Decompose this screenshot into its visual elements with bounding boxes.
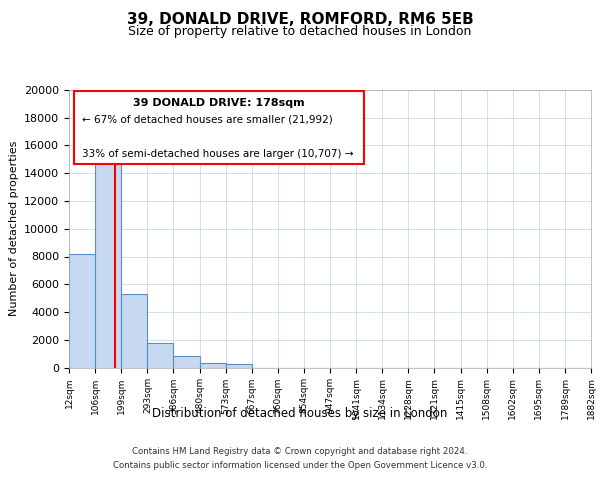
- Text: 39 DONALD DRIVE: 178sqm: 39 DONALD DRIVE: 178sqm: [133, 98, 305, 108]
- Bar: [95, 138, 121, 368]
- Text: 39, DONALD DRIVE, ROMFORD, RM6 5EB: 39, DONALD DRIVE, ROMFORD, RM6 5EB: [127, 12, 473, 28]
- Text: Contains HM Land Registry data © Crown copyright and database right 2024.: Contains HM Land Registry data © Crown c…: [132, 448, 468, 456]
- Text: ← 67% of detached houses are smaller (21,992): ← 67% of detached houses are smaller (21…: [82, 114, 333, 124]
- Bar: [148, 343, 173, 367]
- Bar: [200, 364, 226, 368]
- Bar: [173, 356, 200, 368]
- Bar: [69, 254, 95, 368]
- Text: Contains public sector information licensed under the Open Government Licence v3: Contains public sector information licen…: [113, 461, 487, 470]
- Y-axis label: Number of detached properties: Number of detached properties: [8, 141, 19, 316]
- Text: Size of property relative to detached houses in London: Size of property relative to detached ho…: [128, 25, 472, 38]
- FancyBboxPatch shape: [74, 92, 364, 164]
- Bar: [226, 364, 252, 368]
- Text: 33% of semi-detached houses are larger (10,707) →: 33% of semi-detached houses are larger (…: [82, 150, 353, 160]
- Bar: [121, 294, 148, 368]
- Text: Distribution of detached houses by size in London: Distribution of detached houses by size …: [152, 408, 448, 420]
